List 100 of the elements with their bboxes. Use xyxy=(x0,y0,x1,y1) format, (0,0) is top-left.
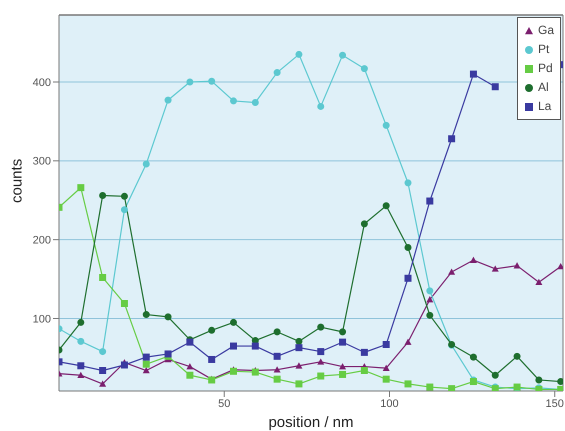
point xyxy=(295,380,302,388)
legend-label: Al xyxy=(538,79,549,96)
legend-label: Ga xyxy=(538,22,554,39)
point xyxy=(99,274,106,281)
point xyxy=(142,354,150,361)
point xyxy=(274,352,281,360)
point xyxy=(382,122,390,129)
point xyxy=(557,262,563,270)
point xyxy=(382,340,390,348)
point xyxy=(317,102,324,110)
point xyxy=(317,372,324,380)
point xyxy=(470,256,477,263)
y-axis-title: counts xyxy=(8,158,26,203)
point xyxy=(164,313,172,320)
point xyxy=(448,135,456,142)
point xyxy=(77,184,84,192)
point xyxy=(426,296,434,302)
point xyxy=(404,274,412,282)
point xyxy=(208,326,216,334)
point xyxy=(470,354,477,361)
point xyxy=(99,348,106,356)
point xyxy=(99,380,106,387)
legend-label: La xyxy=(538,98,552,115)
point xyxy=(186,372,194,379)
point xyxy=(448,268,456,275)
point xyxy=(120,300,128,308)
point xyxy=(99,367,106,374)
point xyxy=(120,206,128,214)
point xyxy=(382,364,390,371)
point xyxy=(360,220,368,228)
point xyxy=(186,338,194,346)
point xyxy=(382,376,390,383)
x-axis-title: position / nm xyxy=(268,414,354,431)
point xyxy=(230,97,237,104)
point xyxy=(295,344,302,352)
point xyxy=(317,324,324,331)
point xyxy=(514,352,521,360)
point xyxy=(382,202,390,210)
legend-label: Pt xyxy=(538,41,550,58)
legend-label: Pd xyxy=(538,60,553,77)
point xyxy=(535,278,542,286)
point xyxy=(339,370,346,378)
point xyxy=(77,362,84,370)
point xyxy=(492,265,499,272)
point xyxy=(426,312,434,319)
point xyxy=(295,362,302,369)
point xyxy=(448,385,456,391)
point xyxy=(186,363,194,370)
point xyxy=(535,376,542,384)
point xyxy=(230,342,237,350)
point xyxy=(339,363,346,370)
point xyxy=(274,328,281,336)
point xyxy=(404,179,412,186)
point xyxy=(99,192,106,200)
point xyxy=(120,192,128,200)
point xyxy=(514,262,521,268)
point xyxy=(252,342,259,350)
point xyxy=(120,361,128,368)
point xyxy=(77,372,84,378)
point xyxy=(77,338,84,345)
point xyxy=(339,52,346,59)
point xyxy=(295,50,302,58)
point xyxy=(164,96,172,104)
point xyxy=(208,78,216,85)
point xyxy=(208,356,216,363)
point xyxy=(274,376,281,383)
point xyxy=(142,160,150,168)
point xyxy=(295,338,302,345)
point xyxy=(426,198,434,205)
x-tick-label: 150 xyxy=(546,398,564,410)
point xyxy=(164,350,172,358)
point xyxy=(492,83,499,90)
point xyxy=(317,358,324,365)
point xyxy=(470,70,477,78)
point xyxy=(142,367,150,374)
point xyxy=(404,244,412,252)
y-tick-label: 200 xyxy=(32,234,51,247)
point xyxy=(426,287,434,294)
point xyxy=(557,378,563,386)
x-tick-label: 50 xyxy=(218,398,230,410)
point xyxy=(339,338,346,346)
point xyxy=(404,338,412,345)
point xyxy=(339,328,346,336)
point xyxy=(404,380,412,388)
point xyxy=(274,69,281,76)
point xyxy=(77,318,84,326)
y-tick-label: 100 xyxy=(32,313,51,326)
point xyxy=(230,318,237,326)
point xyxy=(360,65,368,72)
point xyxy=(426,384,434,391)
point xyxy=(317,348,324,356)
point xyxy=(142,311,150,318)
y-tick-label: 300 xyxy=(32,156,51,168)
point xyxy=(360,348,368,356)
point xyxy=(186,78,194,86)
point xyxy=(360,367,368,374)
y-tick-label: 400 xyxy=(32,76,51,89)
point xyxy=(142,360,150,368)
point xyxy=(492,372,499,379)
point xyxy=(252,98,259,106)
